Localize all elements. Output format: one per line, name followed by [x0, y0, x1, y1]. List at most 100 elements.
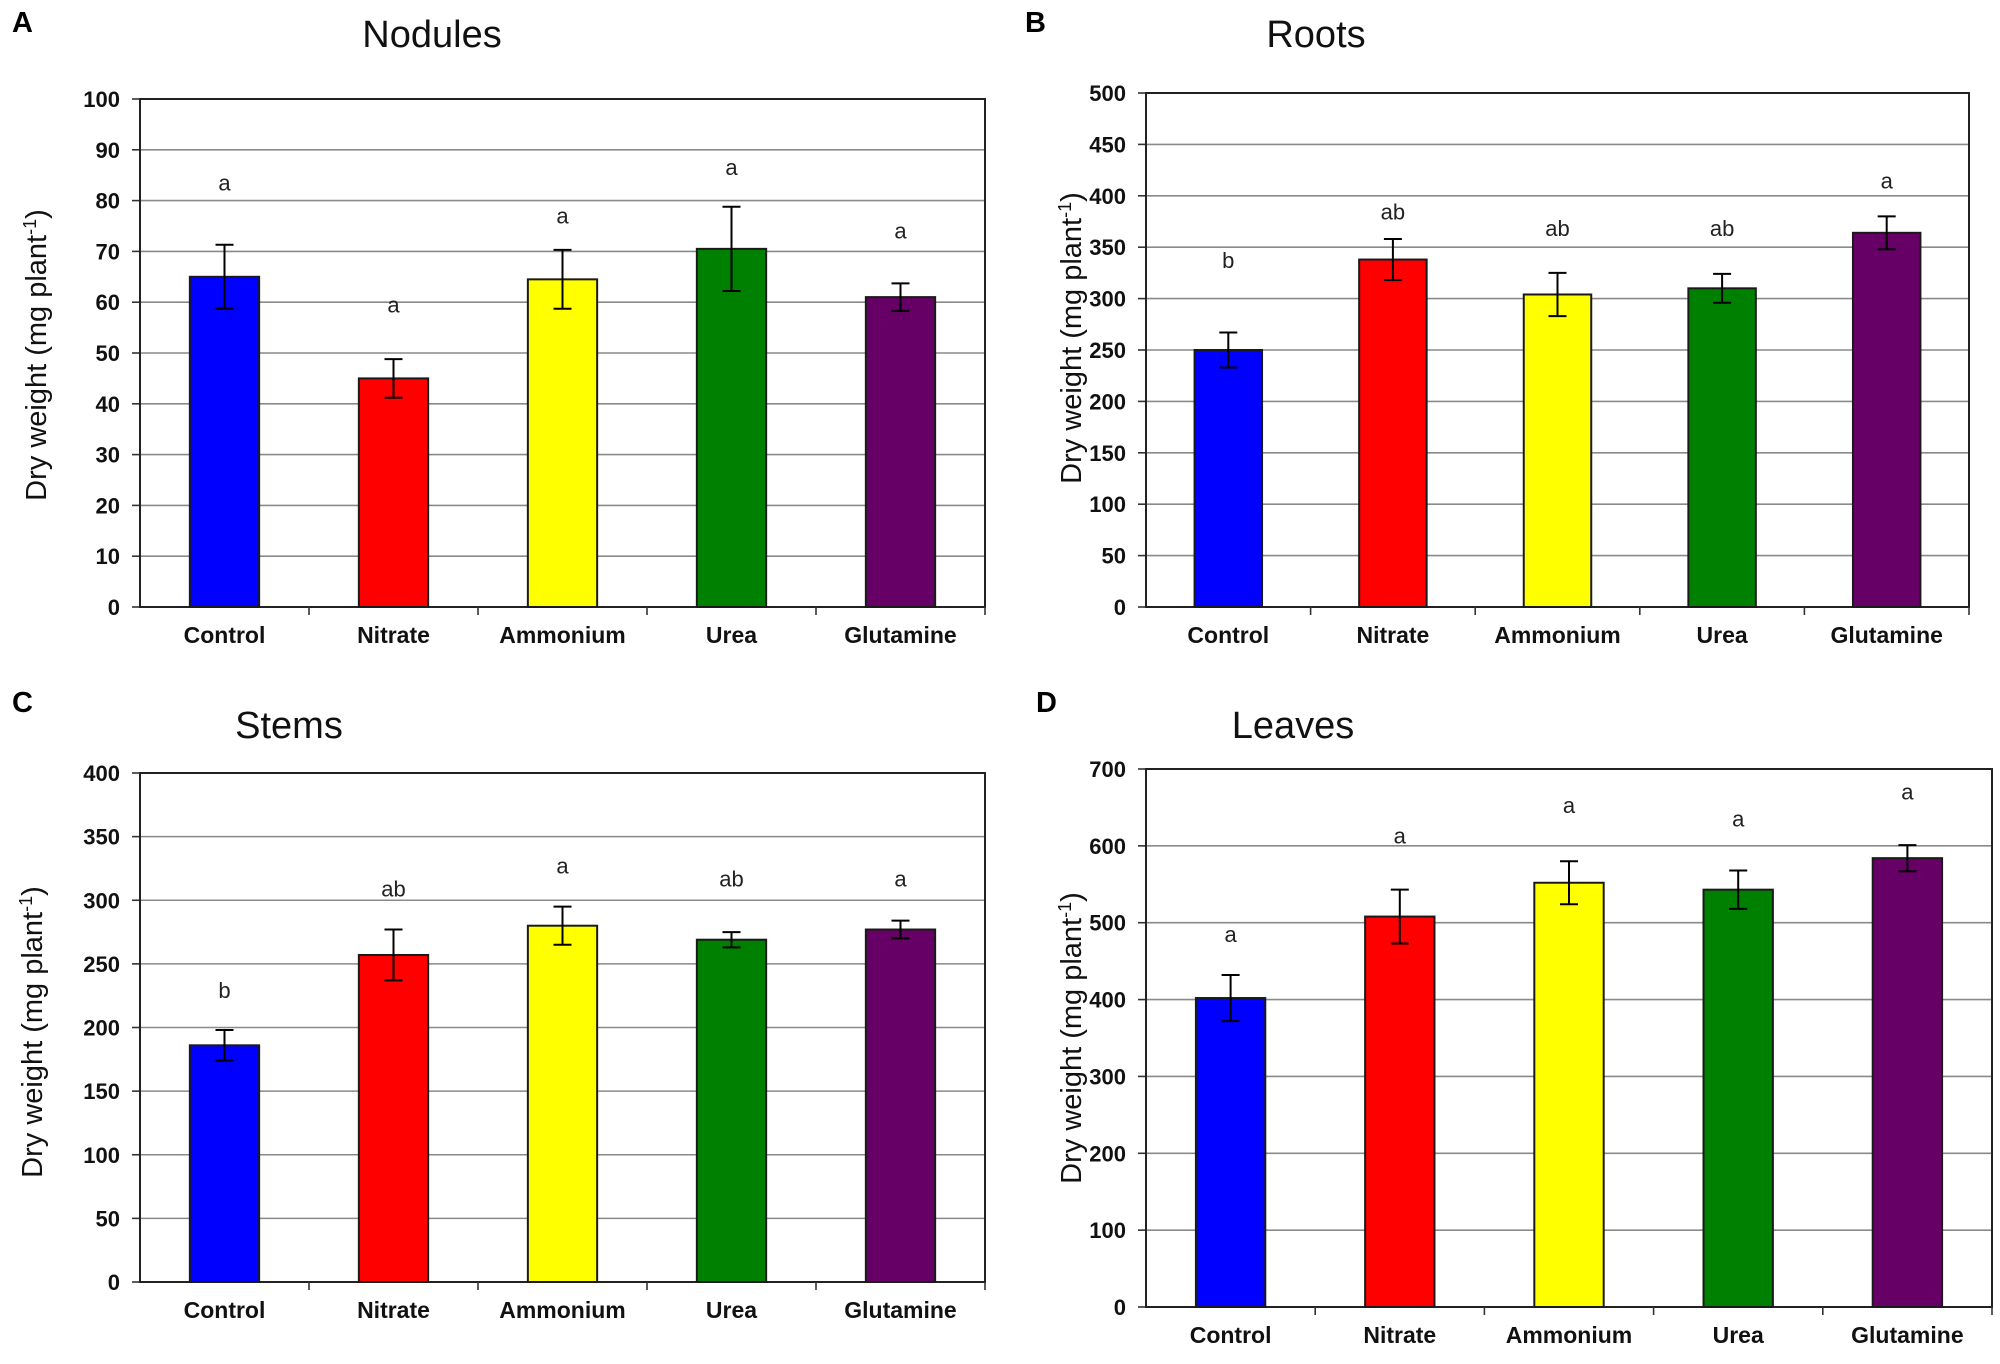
- y-tick-label: 700: [1089, 757, 1126, 782]
- y-tick-label: 350: [83, 825, 120, 850]
- x-tick-label: Nitrate: [1356, 622, 1429, 648]
- bar: [1364, 915, 1436, 1309]
- y-tick-label: 70: [96, 239, 120, 264]
- panel-d: D Leaves Dry weight (mg plant-1) 0 100 200…: [1036, 687, 1993, 1348]
- chart-title: Leaves: [1232, 705, 1355, 747]
- bar: [188, 275, 261, 608]
- y-tick-label: 100: [83, 87, 120, 112]
- significance-letter: a: [1732, 807, 1745, 832]
- significance-letter: a: [556, 854, 569, 879]
- y-tick-label: 30: [96, 443, 120, 468]
- x-tick-label: Ammonium: [1506, 1322, 1633, 1348]
- y-tick-label: 0: [1114, 595, 1126, 620]
- y-tick-label: 400: [1089, 988, 1126, 1013]
- panel-letter: B: [1025, 7, 1046, 39]
- x-tick-label: Control: [1187, 622, 1269, 648]
- x-tick-label: Urea: [706, 1297, 757, 1323]
- chart-title: Nodules: [362, 14, 501, 56]
- bar: [1358, 258, 1428, 608]
- y-tick-label: 100: [1089, 1218, 1126, 1243]
- bar: [864, 296, 937, 608]
- y-tick-label: 80: [96, 189, 120, 214]
- y-tick-label: 100: [83, 1143, 120, 1168]
- x-tick-label: Urea: [1697, 622, 1748, 648]
- y-tick-label: 50: [96, 1206, 120, 1231]
- significance-letter: a: [1563, 793, 1576, 818]
- significance-letter: a: [387, 292, 400, 317]
- significance-letter: b: [1222, 248, 1234, 273]
- x-tick-label: Control: [184, 1297, 266, 1323]
- y-tick-label: 0: [1114, 1295, 1126, 1320]
- x-tick-label: Control: [1190, 1322, 1272, 1348]
- y-tick-label: 20: [96, 493, 120, 518]
- y-axis-label: Dry weight (mg plant-1): [1055, 892, 1088, 1184]
- x-tick-label: Glutamine: [1851, 1322, 1963, 1348]
- bar: [526, 924, 599, 1283]
- significance-letter: a: [1881, 169, 1894, 194]
- x-tick-label: Glutamine: [844, 622, 956, 648]
- y-tick-label: 300: [1089, 1064, 1126, 1089]
- significance-letter: a: [894, 219, 907, 244]
- panel-letter: D: [1036, 687, 1057, 719]
- chart-title: Stems: [235, 705, 343, 747]
- y-tick-label: 200: [83, 1016, 120, 1041]
- chart-title: Roots: [1266, 14, 1365, 56]
- y-tick-label: 100: [1089, 492, 1126, 517]
- significance-letter: ab: [1381, 199, 1405, 224]
- y-tick-label: 300: [83, 888, 120, 913]
- significance-letter: a: [1901, 780, 1914, 805]
- panel-a: A Nodules Dry weight (mg plant-1) 0 10 20 3…: [12, 7, 986, 648]
- y-tick-label: 200: [1089, 1141, 1126, 1166]
- y-tick-label: 500: [1089, 911, 1126, 936]
- y-tick-label: 0: [108, 595, 120, 620]
- x-tick-label: Nitrate: [357, 622, 430, 648]
- x-tick-label: Ammonium: [499, 622, 626, 648]
- bar: [1702, 888, 1774, 1308]
- bar: [1533, 881, 1605, 1309]
- panel-letter: C: [12, 687, 33, 719]
- x-tick-label: Glutamine: [1830, 622, 1942, 648]
- x-tick-label: Urea: [706, 622, 757, 648]
- bar: [1522, 293, 1593, 608]
- significance-letter: ab: [381, 876, 405, 901]
- bar: [1851, 231, 1922, 608]
- significance-letter: a: [218, 170, 231, 195]
- y-axis-label: Dry weight (mg plant-1): [20, 209, 53, 501]
- y-tick-label: 250: [83, 952, 120, 977]
- bar: [188, 1044, 261, 1283]
- y-axis-label: Dry weight (mg plant-1): [1055, 192, 1088, 484]
- x-tick-label: Urea: [1713, 1322, 1764, 1348]
- bar: [526, 278, 599, 608]
- x-tick-label: Nitrate: [1363, 1322, 1436, 1348]
- y-tick-label: 250: [1089, 338, 1126, 363]
- y-tick-label: 150: [83, 1079, 120, 1104]
- y-tick-label: 10: [96, 544, 120, 569]
- x-tick-label: Control: [184, 622, 266, 648]
- bar: [864, 928, 937, 1284]
- panel-c: C Stems Dry weight (mg plant-1) 0 50 100 15…: [12, 687, 986, 1323]
- y-tick-label: 450: [1089, 132, 1126, 157]
- y-tick-label: 350: [1089, 235, 1126, 260]
- significance-letter: a: [1224, 922, 1237, 947]
- bar: [695, 247, 768, 609]
- plot-area: 0 50 100 150 200 250 300 350 400 b Control ab Nitrat…: [83, 761, 986, 1323]
- y-tick-label: 600: [1089, 834, 1126, 859]
- y-tick-label: 400: [1089, 184, 1126, 209]
- y-tick-label: 150: [1089, 441, 1126, 466]
- x-tick-label: Glutamine: [844, 1297, 956, 1323]
- y-tick-label: 50: [1102, 544, 1126, 569]
- significance-letter: b: [218, 978, 230, 1003]
- x-tick-label: Ammonium: [1494, 622, 1621, 648]
- x-tick-label: Nitrate: [357, 1297, 430, 1323]
- plot-area: 0 50 100 150 200 250 300 350 400 450 500 b Control ab…: [1089, 81, 1970, 648]
- significance-letter: a: [725, 155, 738, 180]
- y-tick-label: 50: [96, 341, 120, 366]
- significance-letter: ab: [1710, 216, 1734, 241]
- significance-letter: a: [1394, 824, 1407, 849]
- panel-b: B Roots Dry weight (mg plant-1) 0 50 100 15…: [1025, 7, 1970, 648]
- x-tick-label: Ammonium: [499, 1297, 626, 1323]
- y-tick-label: 400: [83, 761, 120, 786]
- y-tick-label: 90: [96, 138, 120, 163]
- bar: [1871, 857, 1944, 1308]
- bar: [1194, 997, 1267, 1309]
